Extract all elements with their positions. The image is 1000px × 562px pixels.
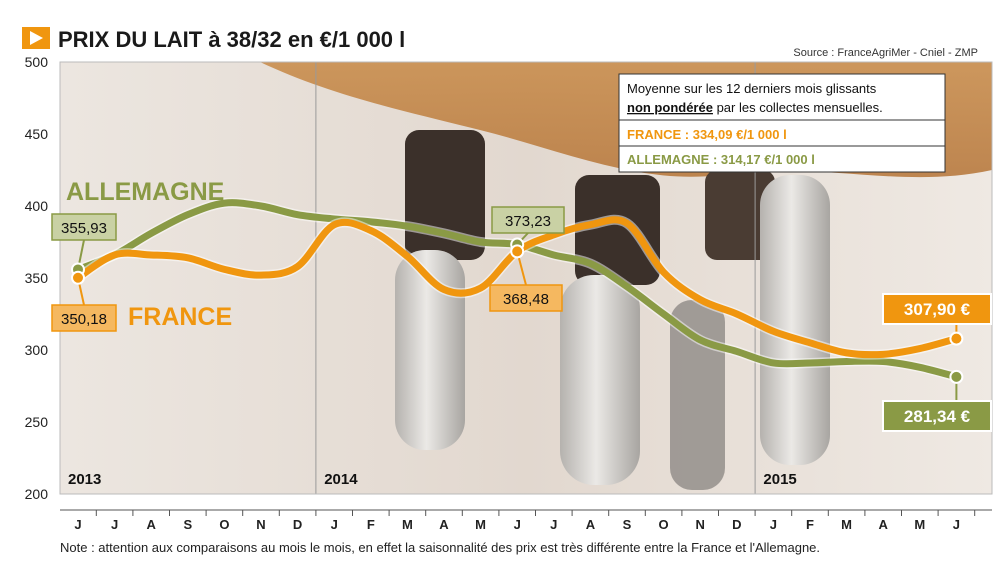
data-label: 355,93: [61, 220, 107, 237]
data-label: 307,90 €: [904, 300, 971, 319]
x-tick-label: F: [367, 517, 375, 532]
legend-line2-bold: non pondérée: [627, 100, 713, 115]
data-label-box: [882, 293, 992, 325]
y-tick-label: 500: [25, 54, 49, 70]
x-tick-label: M: [841, 517, 852, 532]
x-tick-label: J: [111, 517, 118, 532]
x-tick-label: F: [806, 517, 814, 532]
legend-france: FRANCE : 334,09 €/1 000 l: [627, 127, 787, 142]
legend-allemagne: ALLEMAGNE : 314,17 €/1 000 l: [627, 152, 815, 167]
x-tick-label: J: [331, 517, 338, 532]
x-tick-label: M: [402, 517, 413, 532]
data-point-marker: [949, 369, 964, 384]
x-tick-label: J: [953, 517, 960, 532]
x-tick-label: D: [732, 517, 741, 532]
series-label-france: FRANCE: [128, 303, 232, 331]
footnote: Note : attention aux comparaisons au moi…: [60, 540, 820, 555]
data-point-marker: [71, 270, 85, 285]
y-axis: 500 450 400 350 300 250 200: [25, 54, 49, 502]
data-label: 350,18: [61, 311, 107, 328]
data-label: 281,34 €: [904, 407, 971, 426]
legend-line2: non pondérée par les collectes mensuelle…: [627, 100, 883, 115]
x-tick-label: M: [914, 517, 925, 532]
year-label: 2015: [763, 471, 796, 488]
play-icon: [30, 31, 43, 45]
x-tick-label: S: [183, 517, 192, 532]
x-tick-label: J: [514, 517, 521, 532]
legend-box: Moyenne sur les 12 derniers mois glissan…: [618, 73, 946, 173]
data-label-box: [51, 213, 117, 241]
data-labels: 355,93 350,18 373,23 368,48 307,90 € 281,34 €: [51, 206, 992, 432]
data-label-box: [51, 304, 117, 332]
page-title: PRIX DU LAIT à 38/32 en €/1 000 l: [58, 27, 405, 52]
legend-line2-rest: par les collectes mensuelles.: [713, 100, 883, 115]
x-tick-label: N: [696, 517, 705, 532]
data-label-box: [882, 400, 992, 432]
x-tick-label: N: [256, 517, 265, 532]
y-tick-label: 350: [25, 270, 49, 286]
data-label-box: [489, 284, 563, 312]
x-tick-label: A: [147, 517, 157, 532]
data-point-marker: [949, 331, 964, 346]
x-tick-label: O: [659, 517, 669, 532]
series-label-allemagne: ALLEMAGNE: [66, 178, 224, 206]
background-illustration: [60, 62, 992, 494]
x-tick-label: O: [219, 517, 229, 532]
x-tick-label: M: [475, 517, 486, 532]
source-text: Source : FranceAgriMer - Cniel - ZMP: [793, 47, 978, 59]
data-label-box: [491, 206, 565, 234]
data-label: 368,48: [503, 291, 549, 308]
x-tick-label: A: [439, 517, 449, 532]
x-tick-label: A: [586, 517, 596, 532]
data-label: 373,23: [505, 213, 551, 230]
x-tick-label: J: [770, 517, 777, 532]
x-tick-label: J: [550, 517, 557, 532]
year-labels: 2013 2014 2015: [68, 471, 797, 488]
x-tick-label: S: [623, 517, 632, 532]
legend-line1: Moyenne sur les 12 derniers mois glissan…: [627, 81, 877, 96]
year-label: 2014: [324, 471, 358, 488]
y-tick-label: 300: [25, 342, 49, 358]
y-tick-label: 200: [25, 486, 49, 502]
x-tick-label: A: [879, 517, 889, 532]
x-tick-label: J: [74, 517, 81, 532]
data-point-marker: [510, 244, 525, 259]
plot-frame: [59, 61, 993, 495]
y-tick-label: 250: [25, 414, 49, 430]
year-label: 2013: [68, 471, 101, 488]
y-tick-label: 450: [25, 126, 49, 142]
y-tick-label: 400: [25, 198, 49, 214]
x-tick-label: D: [293, 517, 302, 532]
